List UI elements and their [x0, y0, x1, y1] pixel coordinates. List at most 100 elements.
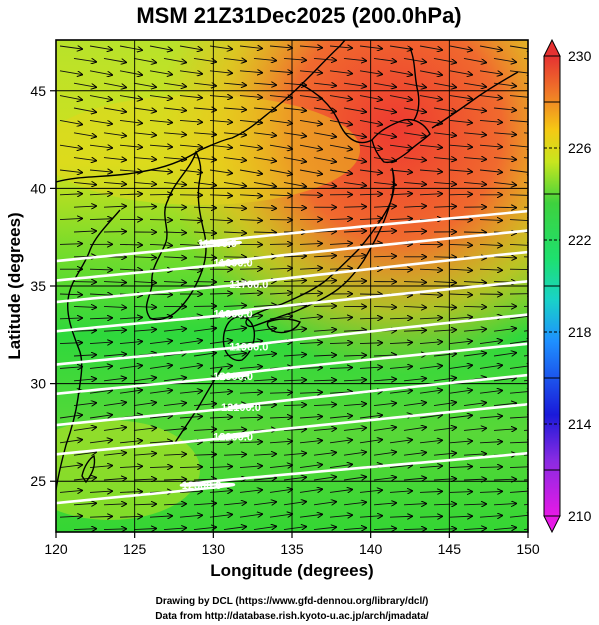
wind-arrow	[509, 340, 528, 343]
wind-arrow	[329, 416, 352, 418]
wind-arrow	[73, 107, 96, 112]
wind-arrow	[373, 528, 396, 529]
wind-arrow	[313, 355, 336, 356]
wind-arrow	[103, 206, 126, 207]
wind-arrow	[419, 145, 442, 147]
wind-arrow	[269, 293, 292, 294]
wind-arrow	[59, 70, 82, 75]
wind-arrow	[163, 429, 186, 431]
wind-arrow	[193, 57, 216, 61]
wind-arrow	[133, 479, 156, 480]
wind-arrow	[59, 343, 82, 344]
wind-arrow	[329, 515, 352, 517]
wind-arrow	[223, 207, 246, 208]
wind-arrow	[403, 282, 426, 283]
wind-arrow	[73, 132, 96, 137]
wind-arrow	[103, 354, 126, 356]
wind-arrow	[299, 71, 322, 73]
wind-arrow	[223, 158, 246, 161]
wind-arrow	[133, 158, 156, 160]
wind-arrow	[133, 306, 156, 307]
wind-arrow	[119, 70, 142, 75]
wind-arrow	[89, 45, 112, 50]
wind-arrow	[299, 392, 322, 393]
wind-arrow	[119, 390, 142, 393]
wind-arrow	[239, 195, 262, 196]
wind-arrow	[179, 45, 202, 50]
wind-arrow	[223, 58, 246, 61]
wind-arrow	[223, 305, 246, 306]
x-tick-label: 145	[438, 541, 462, 557]
wind-arrow	[149, 341, 172, 344]
wind-arrow	[133, 329, 156, 331]
wind-arrow	[313, 477, 336, 480]
wind-arrow	[149, 441, 172, 442]
wind-arrow	[433, 182, 456, 184]
shikoku	[266, 318, 301, 334]
wind-arrow	[283, 354, 306, 356]
wind-arrow	[403, 132, 426, 136]
wind-arrow	[119, 244, 142, 245]
wind-arrow	[389, 219, 412, 220]
wind-arrow	[313, 502, 336, 505]
wind-arrow	[223, 503, 246, 505]
x-tick-label: 125	[123, 541, 147, 557]
wind-arrow	[433, 428, 456, 431]
wind-arrow	[449, 269, 472, 270]
wind-arrow	[373, 452, 396, 455]
wind-arrow	[133, 133, 156, 135]
wind-arrow	[373, 355, 396, 356]
wind-arrow	[463, 57, 486, 62]
wind-arrow	[313, 380, 336, 381]
wind-arrow	[329, 368, 352, 369]
wind-arrow	[59, 415, 82, 418]
plot-area: 11500.0 11600.0 11700.0 11800.0 11900.0 12000…	[56, 40, 528, 532]
wind-arrow	[403, 427, 426, 430]
wind-arrow	[433, 133, 456, 136]
wind-arrow	[433, 453, 456, 455]
wind-arrow	[283, 132, 306, 136]
wind-arrow	[389, 45, 412, 49]
wind-arrow	[433, 57, 456, 62]
wind-arrow	[433, 257, 456, 258]
wind-arrow	[433, 330, 456, 331]
x-tick-label: 130	[202, 541, 226, 557]
wind-arrow	[449, 45, 472, 50]
wind-arrow	[89, 440, 112, 443]
wind-arrow	[133, 207, 156, 208]
wind-arrow	[179, 170, 202, 173]
wind-arrow	[343, 256, 366, 257]
contour-line	[56, 342, 528, 396]
wind-arrow	[463, 232, 486, 233]
wind-arrow	[149, 294, 172, 295]
wind-arrow	[419, 415, 442, 418]
wind-arrow	[463, 282, 486, 283]
wind-arrow	[133, 504, 156, 505]
wind-arrow	[403, 158, 426, 161]
wind-arrow	[299, 46, 322, 48]
wind-arrow	[329, 343, 352, 344]
wind-arrow	[193, 503, 216, 505]
wind-arrow	[433, 402, 456, 405]
wind-arrow	[73, 452, 96, 455]
wind-arrow	[343, 355, 366, 356]
wind-arrow	[179, 391, 202, 393]
wind-arrow	[253, 305, 276, 306]
colorbar-ticks: 210 214 218 222 226 230	[544, 48, 592, 524]
wind-arrow	[509, 120, 528, 122]
wind-arrow	[89, 219, 112, 220]
wind-arrow	[239, 145, 262, 148]
wind-arrow	[419, 516, 442, 517]
wind-arrow	[149, 244, 172, 245]
wind-arrow	[343, 182, 366, 185]
wind-arrow	[509, 467, 528, 468]
wind-arrow	[253, 181, 276, 186]
wind-arrow	[253, 207, 276, 208]
wind-arrow	[449, 120, 472, 122]
wind-arrow	[223, 232, 246, 233]
wind-arrow	[373, 306, 396, 307]
wind-arrow	[239, 316, 262, 319]
wind-arrow	[493, 257, 516, 258]
taiwan	[81, 454, 96, 484]
wind-arrow	[313, 132, 336, 137]
